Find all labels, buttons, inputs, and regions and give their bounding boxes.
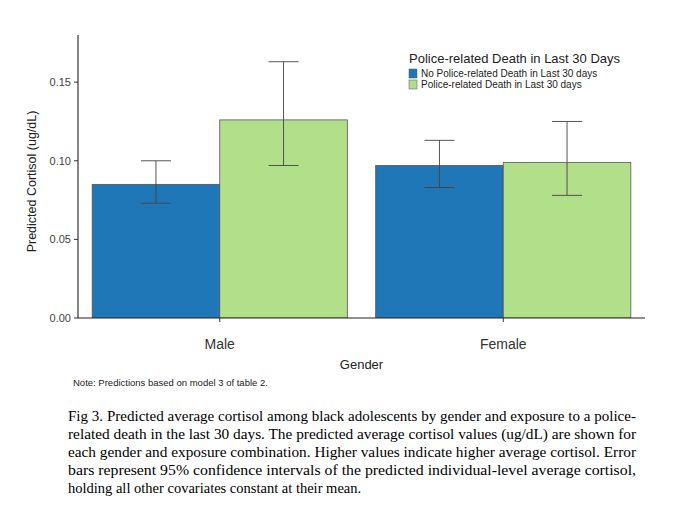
x-axis-label: Gender [340, 357, 384, 372]
y-tick [74, 239, 78, 240]
caption-line: each gender and exposure combination. Hi… [68, 444, 636, 460]
x-axis [78, 317, 645, 318]
caption-line: bars represent 95% confidence intervals … [68, 462, 636, 478]
note: Note: Predictions based on model 3 of ta… [73, 377, 268, 388]
y-tick-label: 0.05 [50, 233, 71, 245]
error-bar [141, 161, 171, 203]
legend-label: No Police-related Death in Last 30 days [421, 68, 597, 79]
y-axis [77, 35, 78, 318]
y-tick-label: 0.10 [50, 155, 71, 167]
bar [92, 184, 220, 318]
legend-swatch [409, 69, 417, 78]
y-tick-label: 0.00 [50, 312, 71, 324]
y-tick-label: 0.15 [50, 76, 71, 88]
x-tick-label: Female [480, 336, 527, 352]
bar [376, 165, 504, 318]
caption-line: holding all other covariates constant at… [68, 480, 361, 496]
legend-label: Police-related Death in Last 30 days [421, 79, 582, 90]
y-tick [74, 82, 78, 83]
bars [92, 62, 631, 318]
caption-line: related death in the last 30 days. The p… [68, 426, 636, 443]
y-tick [74, 318, 78, 319]
chart: 0.00 0.05 0.10 0.15 Male Female Gender Predicte… [0, 0, 680, 526]
y-tick [74, 160, 78, 161]
error-bar [424, 140, 454, 187]
y-axis-label: Predicted Cortisol (ug/dL) [25, 111, 39, 253]
legend-swatch [409, 80, 417, 89]
error-bar [552, 121, 582, 195]
x-tick-label: Male [205, 336, 236, 352]
error-bar [269, 62, 299, 166]
x-tick [219, 318, 220, 322]
x-tick [503, 318, 504, 322]
caption-line: Fig 3. Predicted average cortisol among … [68, 408, 636, 424]
legend-title: Police-related Death in Last 30 Days [409, 51, 621, 66]
